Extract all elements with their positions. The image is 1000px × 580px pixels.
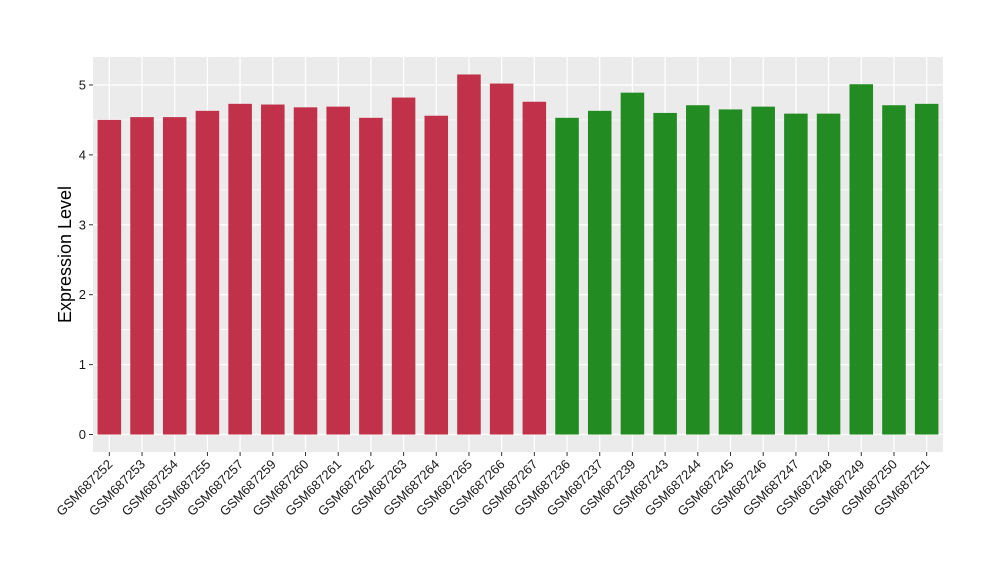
y-tick-label: 3 xyxy=(79,217,86,232)
bar xyxy=(261,104,285,435)
bar xyxy=(587,110,612,435)
bar xyxy=(784,113,808,435)
bar xyxy=(228,103,252,435)
bar xyxy=(653,112,677,435)
bar xyxy=(751,106,775,435)
bar xyxy=(489,83,514,435)
y-tick-label: 4 xyxy=(79,147,86,162)
bar xyxy=(914,103,939,435)
bar xyxy=(555,117,579,435)
y-tick-label: 1 xyxy=(79,357,86,372)
bar xyxy=(718,109,743,435)
bar xyxy=(816,113,841,435)
x-axis: GSM687252GSM687253GSM687254GSM687255GSM6… xyxy=(53,452,933,519)
bar xyxy=(391,97,416,435)
bar xyxy=(130,117,154,435)
bar xyxy=(686,105,710,435)
bar xyxy=(359,117,383,435)
bar xyxy=(522,101,547,435)
bar xyxy=(882,105,906,435)
bar xyxy=(97,119,122,435)
bar xyxy=(457,74,481,435)
bar xyxy=(195,110,220,435)
y-tick-label: 2 xyxy=(79,287,86,302)
bar xyxy=(620,92,645,435)
bar xyxy=(162,117,187,435)
bar xyxy=(424,115,449,435)
y-tick-label: 5 xyxy=(79,77,86,92)
bar xyxy=(326,106,350,435)
bar xyxy=(849,84,874,435)
bar xyxy=(293,107,318,435)
bars xyxy=(97,74,939,435)
y-tick-label: 0 xyxy=(79,427,86,442)
y-axis-title: Expression Level xyxy=(55,186,75,323)
plot-panel xyxy=(93,57,943,452)
y-axis: 0 1 2 3 4 5 xyxy=(79,77,93,442)
